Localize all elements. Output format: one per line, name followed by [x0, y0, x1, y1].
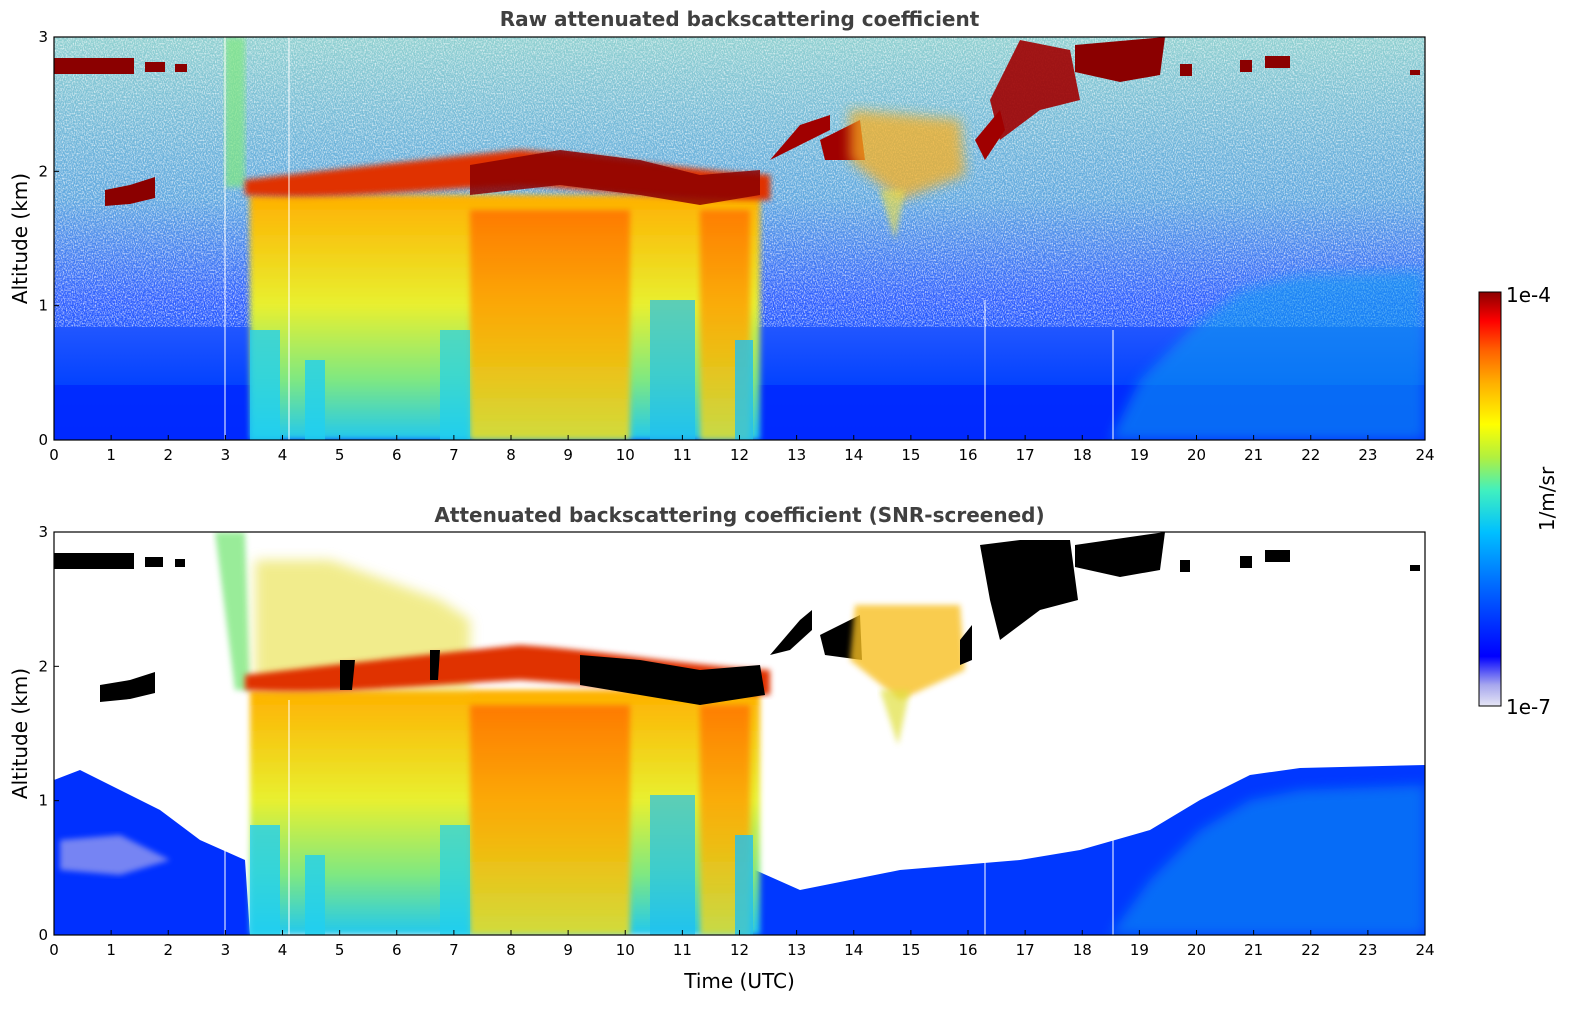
panel-raw-title: Raw attenuated backscattering coefficien… — [500, 7, 980, 31]
x-tick-label: 15 — [901, 446, 920, 464]
x-tick-label: 14 — [844, 941, 863, 959]
colorbar-min-label: 1e-7 — [1506, 695, 1551, 719]
x-tick-label: 11 — [673, 446, 692, 464]
x-tick-label: 19 — [1130, 446, 1149, 464]
raw-aerosol-column — [225, 37, 760, 440]
x-tick-label: 10 — [616, 941, 635, 959]
x-tick-label: 8 — [506, 446, 516, 464]
x-tick-label: 12 — [730, 941, 749, 959]
x-tick-label: 23 — [1358, 446, 1377, 464]
x-tick-label: 18 — [1073, 941, 1092, 959]
x-tick-label: 21 — [1244, 941, 1263, 959]
panel-screened-xticks: 0 1 2 3 4 5 6 7 8 9 10 11 12 13 14 15 16 17 18 19 20 21 22 23 24 — [49, 930, 1435, 959]
y-tick-label: 1 — [38, 297, 48, 315]
x-tick-label: 3 — [221, 446, 231, 464]
x-tick-label: 5 — [335, 941, 345, 959]
x-tick-label: 22 — [1301, 446, 1320, 464]
x-tick-label: 20 — [1187, 941, 1206, 959]
x-tick-label: 0 — [49, 446, 59, 464]
panel-screened: Attenuated backscattering coefficient (S… — [8, 503, 1435, 993]
x-tick-label: 17 — [1016, 941, 1035, 959]
raw-late-boundary-layer — [1110, 270, 1425, 440]
x-tick-label: 3 — [221, 941, 231, 959]
panel-screened-yticks: 0 1 2 3 — [38, 523, 59, 944]
x-tick-label: 4 — [278, 941, 288, 959]
x-tick-label: 19 — [1130, 941, 1149, 959]
x-tick-label: 17 — [1016, 446, 1035, 464]
panel-screened-xlabel: Time (UTC) — [683, 969, 795, 993]
y-tick-label: 1 — [38, 792, 48, 810]
y-tick-label: 3 — [38, 28, 48, 46]
y-tick-label: 3 — [38, 523, 48, 541]
x-tick-label: 23 — [1358, 941, 1377, 959]
x-tick-label: 7 — [449, 446, 459, 464]
x-tick-label: 8 — [506, 941, 516, 959]
x-tick-label: 5 — [335, 446, 345, 464]
x-tick-label: 14 — [844, 446, 863, 464]
panel-screened-plot-area — [54, 532, 1425, 935]
x-tick-label: 10 — [616, 446, 635, 464]
screened-cloud-layers — [54, 532, 1420, 745]
x-tick-label: 24 — [1415, 941, 1434, 959]
x-tick-label: 6 — [392, 941, 402, 959]
x-tick-label: 20 — [1187, 446, 1206, 464]
x-tick-label: 13 — [787, 941, 806, 959]
x-tick-label: 12 — [730, 446, 749, 464]
colorbar-unit-label: 1/m/sr — [1535, 466, 1559, 531]
x-tick-label: 16 — [958, 941, 977, 959]
screened-aerosol-column — [215, 532, 760, 935]
y-tick-label: 2 — [38, 162, 48, 180]
x-tick-label: 11 — [673, 941, 692, 959]
x-tick-label: 0 — [49, 941, 59, 959]
colorbar-gradient — [1478, 291, 1502, 707]
panel-raw-ylabel: Altitude (km) — [8, 173, 32, 304]
x-tick-label: 13 — [787, 446, 806, 464]
colorbar: 1e-4 1e-7 1/m/sr — [1478, 283, 1559, 719]
x-tick-label: 18 — [1073, 446, 1092, 464]
x-tick-label: 16 — [958, 446, 977, 464]
panel-raw-yticks: 0 1 2 3 — [38, 28, 59, 449]
colorbar-max-label: 1e-4 — [1506, 283, 1551, 307]
x-tick-label: 15 — [901, 941, 920, 959]
x-tick-label: 9 — [563, 941, 573, 959]
x-tick-label: 2 — [163, 941, 173, 959]
panel-raw: Raw attenuated backscattering coefficien… — [8, 7, 1435, 464]
y-tick-label: 0 — [38, 926, 48, 944]
panel-screened-title: Attenuated backscattering coefficient (S… — [434, 503, 1044, 527]
y-tick-label: 2 — [38, 657, 48, 675]
raw-cloud-layers — [54, 37, 1420, 240]
x-tick-label: 7 — [449, 941, 459, 959]
x-tick-label: 1 — [106, 941, 116, 959]
x-tick-label: 24 — [1415, 446, 1434, 464]
panel-screened-ylabel: Altitude (km) — [8, 668, 32, 799]
y-tick-label: 0 — [38, 431, 48, 449]
x-tick-label: 9 — [563, 446, 573, 464]
x-tick-label: 22 — [1301, 941, 1320, 959]
x-tick-label: 1 — [106, 446, 116, 464]
panel-raw-plot-area — [54, 37, 1425, 440]
x-tick-label: 21 — [1244, 446, 1263, 464]
x-tick-label: 6 — [392, 446, 402, 464]
x-tick-label: 2 — [163, 446, 173, 464]
panel-raw-xticks: 0 1 2 3 4 5 6 7 8 9 10 11 12 13 14 15 16 17 18 19 20 21 22 23 24 — [49, 435, 1435, 464]
x-tick-label: 4 — [278, 446, 288, 464]
